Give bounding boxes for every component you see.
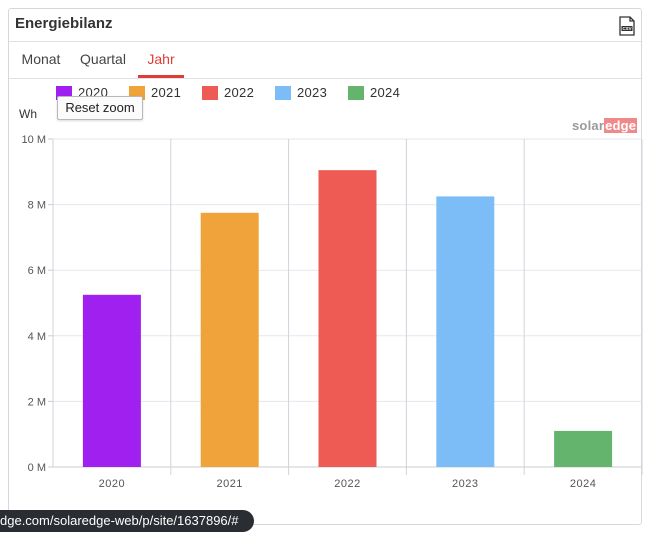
legend-label: 2024 — [370, 85, 401, 100]
panel-header: Energiebilanz CSV — [9, 9, 641, 42]
bar-2022[interactable] — [318, 170, 377, 467]
legend-swatch — [202, 86, 218, 100]
x-tick-label: 2022 — [334, 478, 360, 490]
bar-2024[interactable] — [554, 430, 613, 467]
y-tick-label: 10 M — [22, 134, 46, 146]
reset-zoom-button[interactable]: Reset zoom — [57, 96, 143, 120]
solaredge-logo: solaredge — [572, 118, 638, 133]
panel-title: Energiebilanz — [15, 15, 113, 32]
legend-swatch — [275, 86, 291, 100]
legend-label: 2021 — [151, 85, 182, 100]
logo-text: solar — [572, 118, 605, 133]
bar-2023[interactable] — [436, 196, 495, 467]
period-tabs: Monat Quartal Jahr — [9, 42, 641, 79]
legend-label: 2022 — [224, 85, 255, 100]
y-tick-label: 6 M — [28, 265, 46, 277]
svg-text:CSV: CSV — [622, 26, 631, 31]
status-url: dge.com/solaredge-web/p/site/1637896/# — [0, 510, 254, 532]
logo-accent-text: edge — [604, 118, 638, 133]
y-tick-label: 0 M — [28, 462, 46, 474]
csv-export-icon[interactable]: CSV — [619, 16, 635, 36]
legend-label: 2023 — [297, 85, 328, 100]
tab-jahr[interactable]: Jahr — [138, 42, 184, 78]
y-tick-label: 2 M — [28, 396, 46, 408]
bar-2020[interactable] — [82, 294, 141, 467]
x-tick-label: 2020 — [99, 478, 125, 490]
x-tick-label: 2023 — [452, 478, 478, 490]
x-tick-label: 2024 — [570, 478, 596, 490]
tab-quartal[interactable]: Quartal — [80, 51, 126, 67]
x-tick-label: 2021 — [216, 478, 242, 490]
bar-2021[interactable] — [200, 212, 259, 467]
y-tick-label: 4 M — [28, 331, 46, 343]
y-axis-label: Wh — [19, 107, 37, 121]
tab-monat[interactable]: Monat — [21, 51, 61, 67]
legend-swatch — [348, 86, 364, 100]
y-tick-label: 8 M — [28, 200, 46, 212]
